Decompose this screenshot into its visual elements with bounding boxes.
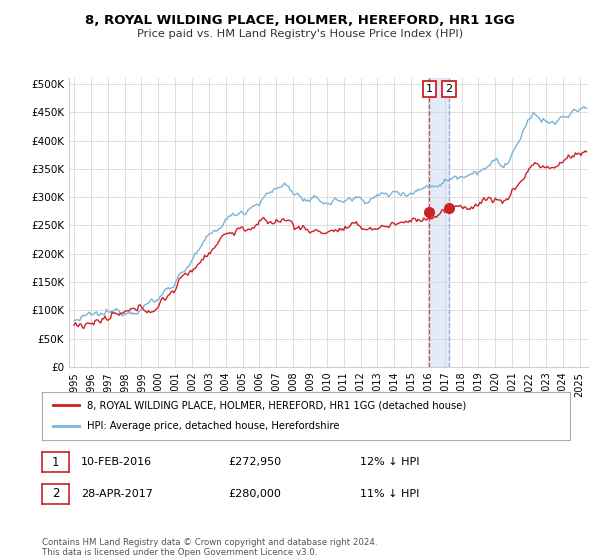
Text: 11% ↓ HPI: 11% ↓ HPI [360, 489, 419, 499]
Text: 12% ↓ HPI: 12% ↓ HPI [360, 457, 419, 467]
Text: HPI: Average price, detached house, Herefordshire: HPI: Average price, detached house, Here… [87, 421, 340, 431]
Text: £272,950: £272,950 [228, 457, 281, 467]
Text: 2: 2 [52, 487, 59, 501]
Text: 28-APR-2017: 28-APR-2017 [81, 489, 153, 499]
Text: Contains HM Land Registry data © Crown copyright and database right 2024.
This d: Contains HM Land Registry data © Crown c… [42, 538, 377, 557]
Text: 8, ROYAL WILDING PLACE, HOLMER, HEREFORD, HR1 1GG (detached house): 8, ROYAL WILDING PLACE, HOLMER, HEREFORD… [87, 400, 466, 410]
Text: 10-FEB-2016: 10-FEB-2016 [81, 457, 152, 467]
Text: 1: 1 [426, 84, 433, 94]
Text: Price paid vs. HM Land Registry's House Price Index (HPI): Price paid vs. HM Land Registry's House … [137, 29, 463, 39]
Text: 2: 2 [445, 84, 452, 94]
Text: 8, ROYAL WILDING PLACE, HOLMER, HEREFORD, HR1 1GG: 8, ROYAL WILDING PLACE, HOLMER, HEREFORD… [85, 14, 515, 27]
Text: £280,000: £280,000 [228, 489, 281, 499]
Text: 1: 1 [52, 455, 59, 469]
Bar [430, 78, 449, 367]
